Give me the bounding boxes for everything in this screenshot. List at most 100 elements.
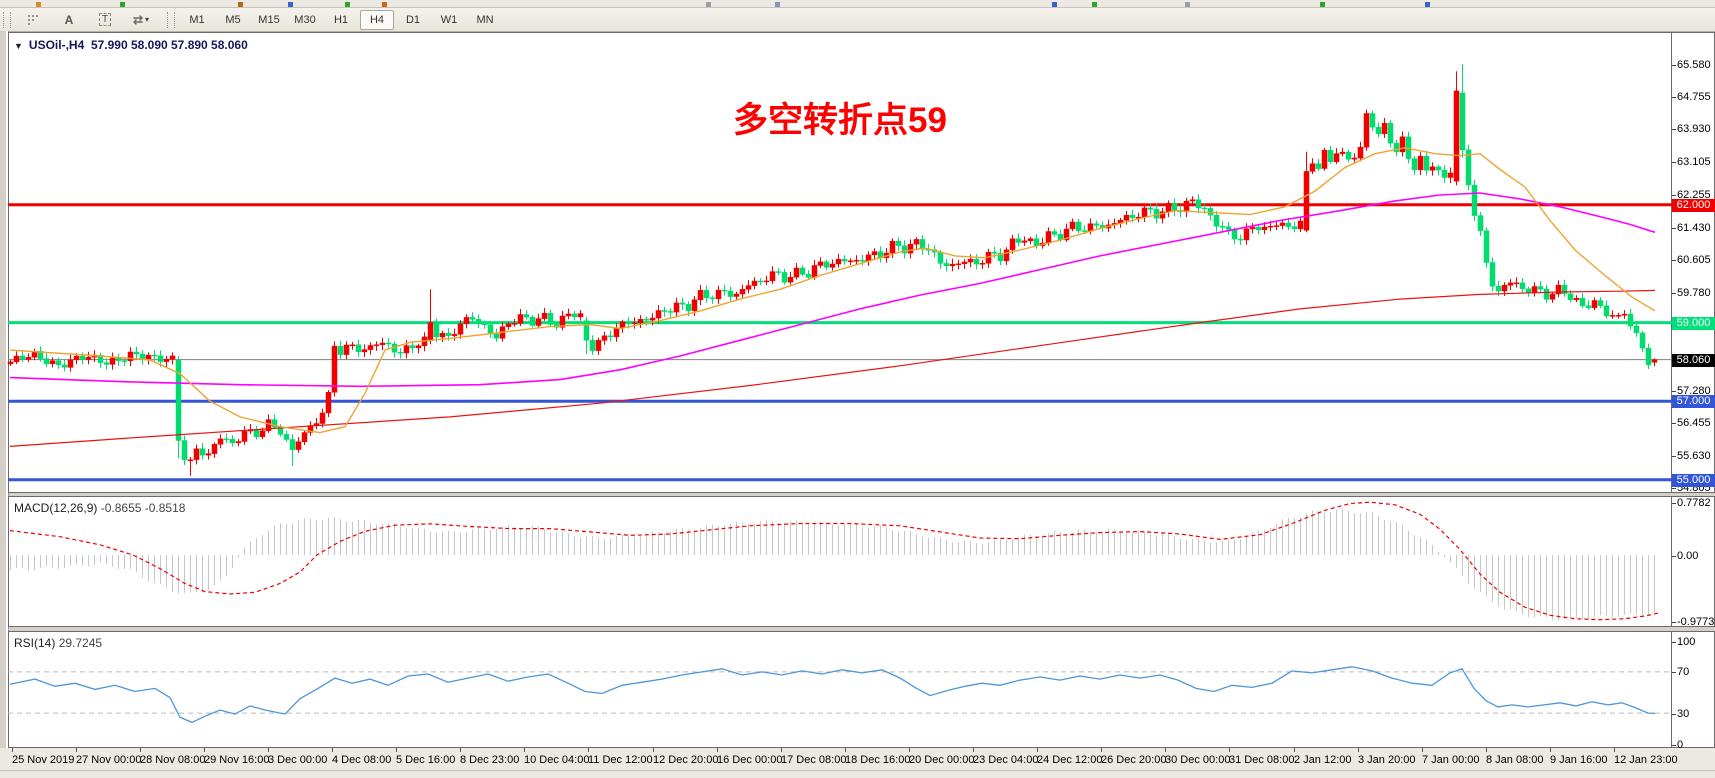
ohlc-quote-label: 57.990 58.090 57.890 58.060 (90, 38, 248, 52)
arrange-objects-button[interactable]: ⇄ ▾ (124, 10, 158, 30)
price-tick-label: 59.780 (1677, 287, 1711, 299)
time-tick (1358, 748, 1359, 752)
macd-label: MACD(12,26,9) -0.8655 -0.8518 (14, 501, 186, 515)
time-tick-label: 25 Nov 2019 (12, 754, 75, 766)
clipped-toolbar-strip (0, 0, 1715, 8)
scale-tick (1672, 423, 1676, 424)
line-studies-toolbar: A T ⇄ ▾ M1 M5 M15 M30 H1 H4 D1 W1 MN (0, 8, 1715, 32)
scale-tick (1672, 97, 1676, 98)
timeframe-button-m1[interactable]: M1 (189, 13, 205, 26)
macd-tick-label: 0.7782 (1677, 497, 1711, 509)
time-tick-label: 5 Dec 16:00 (396, 754, 456, 766)
time-tick (140, 748, 141, 752)
price-level-badge: 58.060 (1672, 354, 1715, 367)
time-tick (524, 748, 525, 752)
time-tick (717, 748, 718, 752)
time-tick-label: 4 Dec 08:00 (332, 754, 392, 766)
time-tick-label: 30 Dec 00:00 (1165, 754, 1231, 766)
time-tick (1165, 748, 1166, 752)
price-tick-label: 55.630 (1677, 450, 1711, 462)
timeframe-button-h1[interactable]: H1 (333, 13, 349, 26)
price-level-badge: 59.000 (1672, 317, 1715, 330)
time-tick-label: 28 Nov 08:00 (140, 754, 206, 766)
toolbar-grip[interactable] (3, 11, 11, 28)
time-tick (332, 748, 333, 752)
time-tick-label: 12 Dec 20:00 (653, 754, 719, 766)
candlestick-plot[interactable] (7, 32, 1672, 493)
time-tick-label: 2 Jan 12:00 (1294, 754, 1352, 766)
time-tick (1294, 748, 1295, 752)
dot-grid-icon (27, 13, 39, 26)
time-tick (1486, 748, 1487, 752)
timeframe-button-d1[interactable]: D1 (405, 13, 421, 26)
scale-tick (1672, 65, 1676, 66)
scale-tick (1672, 260, 1676, 261)
scale-tick (1672, 672, 1676, 673)
time-tick-label: 31 Dec 08:00 (1229, 754, 1295, 766)
timeframe-button-m5[interactable]: M5 (225, 13, 241, 26)
time-tick-label: 7 Jan 00:00 (1422, 754, 1480, 766)
macd-panel[interactable] (8, 496, 1672, 627)
scale-tick (1672, 162, 1676, 163)
time-tick (1614, 748, 1615, 752)
arrange-arrows-icon: ⇄ (132, 12, 144, 27)
scale-tick (1672, 129, 1676, 130)
price-tick-label: 56.455 (1677, 417, 1711, 429)
time-tick (588, 748, 589, 752)
toolbar-grip-2[interactable] (167, 11, 175, 28)
time-tick-label: 10 Dec 04:00 (524, 754, 590, 766)
rsi-plot[interactable] (8, 631, 1672, 748)
text-box-button[interactable]: T (88, 10, 122, 30)
chevron-down-icon[interactable]: ▼ (14, 41, 23, 51)
macd-scale[interactable]: 0.7782 0.00 -0.9773 (1672, 496, 1715, 628)
timeframe-button-group: M1 M5 M15 M30 H1 H4 D1 W1 MN (179, 9, 503, 30)
time-tick-label: 3 Jan 20:00 (1358, 754, 1416, 766)
objects-grid-button[interactable] (16, 10, 50, 30)
price-tick-label: 65.580 (1677, 59, 1711, 71)
macd-values: -0.8655 -0.8518 (100, 501, 186, 515)
timeframe-button-m30[interactable]: M30 (294, 13, 316, 26)
timeframe-button-w1[interactable]: W1 (440, 13, 458, 26)
time-tick-label: 3 Dec 00:00 (268, 754, 328, 766)
text-label-button[interactable]: A (52, 10, 86, 30)
timeframe-button-h4[interactable]: H4 (360, 9, 394, 30)
scale-tick (1672, 456, 1676, 457)
time-tick-label: 11 Dec 12:00 (588, 754, 653, 766)
symbol-period-label: USOil-,H4 (28, 38, 85, 52)
price-scale[interactable]: 65.580 64.755 63.930 63.105 62.255 61.430 60.6… (1672, 32, 1715, 494)
macd-plot[interactable] (8, 496, 1672, 627)
scale-tick (1672, 503, 1676, 504)
chart-title: ▼ USOil-,H4 57.990 58.090 57.890 58.060 (14, 38, 248, 52)
letter-a-icon: A (64, 12, 74, 27)
time-tick-label: 18 Dec 16:00 (845, 754, 911, 766)
time-tick-label: 26 Dec 20:00 (1101, 754, 1167, 766)
chevron-down-icon: ▾ (145, 15, 150, 24)
rsi-value: 29.7245 (58, 636, 103, 650)
chart-text-annotation[interactable]: 多空转折点59 (733, 101, 947, 140)
time-tick (653, 748, 654, 752)
scale-tick (1672, 714, 1676, 715)
time-axis[interactable]: 25 Nov 2019 27 Nov 00:00 28 Nov 08:00 29 No… (0, 748, 1715, 770)
timeframe-button-mn[interactable]: MN (476, 13, 494, 26)
time-tick (396, 748, 397, 752)
scale-tick (1672, 556, 1676, 557)
time-tick-label: 29 Nov 16:00 (204, 754, 270, 766)
scale-tick (1672, 391, 1676, 392)
time-tick-label: 20 Dec 00:00 (909, 754, 975, 766)
rsi-tick-label: 30 (1677, 708, 1690, 720)
rsi-label: RSI(14) 29.7245 (14, 636, 103, 650)
rsi-panel[interactable] (8, 631, 1672, 748)
time-tick (909, 748, 910, 752)
time-tick (1101, 748, 1102, 752)
time-tick (1037, 748, 1038, 752)
timeframe-button-m15[interactable]: M15 (258, 13, 280, 26)
scale-tick (1672, 228, 1676, 229)
time-tick-label: 17 Dec 08:00 (781, 754, 847, 766)
price-tick-label: 60.605 (1677, 254, 1711, 266)
rsi-tick-label: 0 (1677, 739, 1684, 751)
time-tick (268, 748, 269, 752)
scale-tick (1672, 622, 1676, 623)
time-tick (1422, 748, 1423, 752)
rsi-scale[interactable]: 100 70 30 0 (1672, 631, 1715, 751)
time-tick (973, 748, 974, 752)
